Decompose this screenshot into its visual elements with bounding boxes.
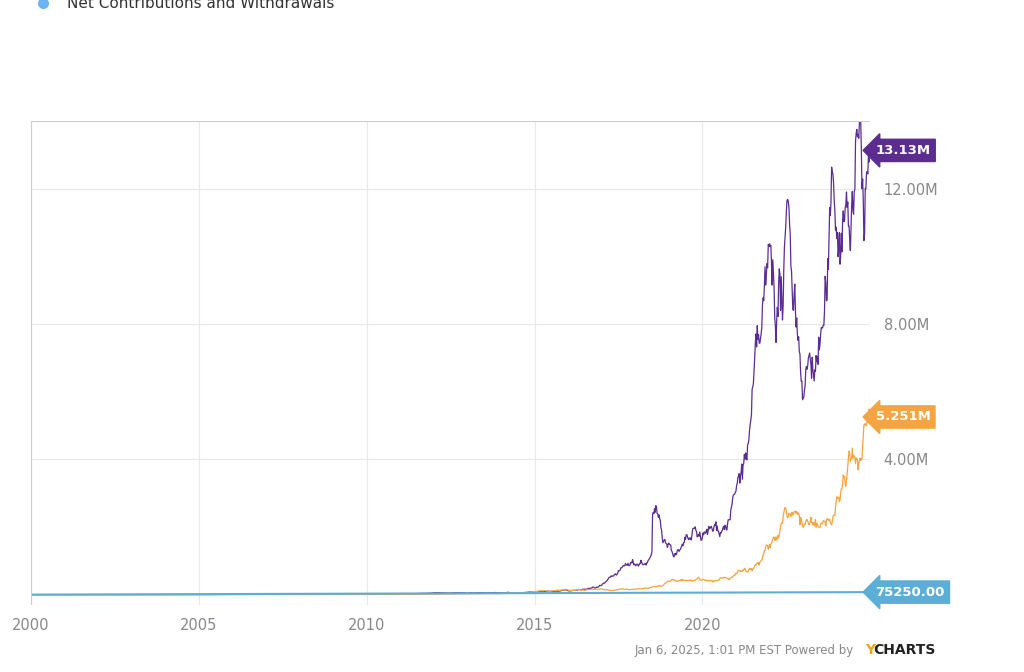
Bar xyxy=(31,121,870,605)
Text: 75250.00: 75250.00 xyxy=(876,585,945,599)
Text: 13.13M: 13.13M xyxy=(876,144,931,157)
Text: 5.251M: 5.251M xyxy=(876,411,931,423)
Text: Y: Y xyxy=(865,643,876,657)
Legend: Apple Inc, Apple Inc ($100 Contributions), Net Contributions and Withdrawals: Apple Inc, Apple Inc ($100 Contributions… xyxy=(22,0,341,17)
Text: CHARTS: CHARTS xyxy=(873,643,936,657)
Text: Jan 6, 2025, 1:01 PM EST Powered by: Jan 6, 2025, 1:01 PM EST Powered by xyxy=(635,644,858,657)
